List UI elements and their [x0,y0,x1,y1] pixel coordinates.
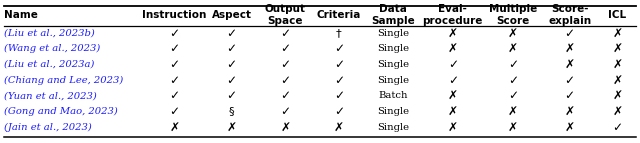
Text: (Wang et al., 2023): (Wang et al., 2023) [4,44,100,53]
Text: ✓: ✓ [170,89,180,102]
Text: ✓: ✓ [564,74,575,87]
Text: (Gong and Mao, 2023): (Gong and Mao, 2023) [4,107,118,116]
Text: ✓: ✓ [280,74,291,87]
Text: Score-
explain: Score- explain [548,4,591,26]
Text: ✓: ✓ [280,89,291,102]
Text: ✓: ✓ [508,74,518,87]
Text: ✓: ✓ [508,58,518,71]
Text: ✓: ✓ [334,89,344,102]
Text: ✗: ✗ [508,42,518,55]
Text: Output
Space: Output Space [265,4,306,26]
Text: Single: Single [377,44,409,53]
Text: ✓: ✓ [334,74,344,87]
Text: ✗: ✗ [170,121,180,134]
Text: Eval-
procedure: Eval- procedure [422,4,483,26]
Text: ✗: ✗ [448,27,458,40]
Text: ✓: ✓ [227,42,237,55]
Text: ✓: ✓ [280,105,291,118]
Text: Single: Single [377,60,409,69]
Text: Batch: Batch [378,91,408,100]
Text: ✗: ✗ [508,121,518,134]
Text: ✓: ✓ [334,58,344,71]
Text: (Chiang and Lee, 2023): (Chiang and Lee, 2023) [4,76,123,85]
Text: ✗: ✗ [564,42,575,55]
Text: ✓: ✓ [227,27,237,40]
Text: ✗: ✗ [612,105,622,118]
Text: ✓: ✓ [170,105,180,118]
Text: Criteria: Criteria [317,10,361,20]
Text: ✓: ✓ [448,74,458,87]
Text: ✗: ✗ [508,105,518,118]
Text: ✗: ✗ [280,121,291,134]
Text: (Liu et al., 2023a): (Liu et al., 2023a) [4,60,94,69]
Text: ✓: ✓ [564,89,575,102]
Text: ✗: ✗ [612,89,622,102]
Text: ✓: ✓ [170,74,180,87]
Text: ✗: ✗ [612,74,622,87]
Text: ✗: ✗ [448,42,458,55]
Text: ✓: ✓ [564,27,575,40]
Text: ✓: ✓ [227,89,237,102]
Text: ✗: ✗ [227,121,237,134]
Text: Instruction: Instruction [143,10,207,20]
Text: ✓: ✓ [334,42,344,55]
Text: ICL: ICL [608,10,626,20]
Text: ✗: ✗ [448,105,458,118]
Text: Name: Name [4,10,38,20]
Text: Single: Single [377,76,409,85]
Text: †: † [336,28,342,38]
Text: ✗: ✗ [508,27,518,40]
Text: ✗: ✗ [612,42,622,55]
Text: ✗: ✗ [564,105,575,118]
Text: Aspect: Aspect [211,10,252,20]
Text: Single: Single [377,123,409,132]
Text: ✓: ✓ [227,58,237,71]
Text: ✓: ✓ [170,58,180,71]
Text: ✓: ✓ [170,42,180,55]
Text: §: § [228,107,234,117]
Text: ✓: ✓ [612,121,622,134]
Text: ✓: ✓ [280,58,291,71]
Text: Single: Single [377,29,409,38]
Text: ✓: ✓ [170,27,180,40]
Text: Multiple
Score: Multiple Score [489,4,537,26]
Text: ✗: ✗ [564,58,575,71]
Text: (Liu et al., 2023b): (Liu et al., 2023b) [4,29,95,38]
Text: (Yuan et al., 2023): (Yuan et al., 2023) [4,91,97,100]
Text: ✓: ✓ [508,89,518,102]
Text: ✓: ✓ [334,105,344,118]
Text: ✗: ✗ [334,121,344,134]
Text: (Jain et al., 2023): (Jain et al., 2023) [4,123,92,132]
Text: ✓: ✓ [227,74,237,87]
Text: Single: Single [377,107,409,116]
Text: ✓: ✓ [448,58,458,71]
Text: ✓: ✓ [280,27,291,40]
Text: ✗: ✗ [612,58,622,71]
Text: ✗: ✗ [612,27,622,40]
Text: ✗: ✗ [448,121,458,134]
Text: Data
Sample: Data Sample [371,4,415,26]
Text: ✗: ✗ [564,121,575,134]
Text: ✗: ✗ [448,89,458,102]
Text: ✓: ✓ [280,42,291,55]
